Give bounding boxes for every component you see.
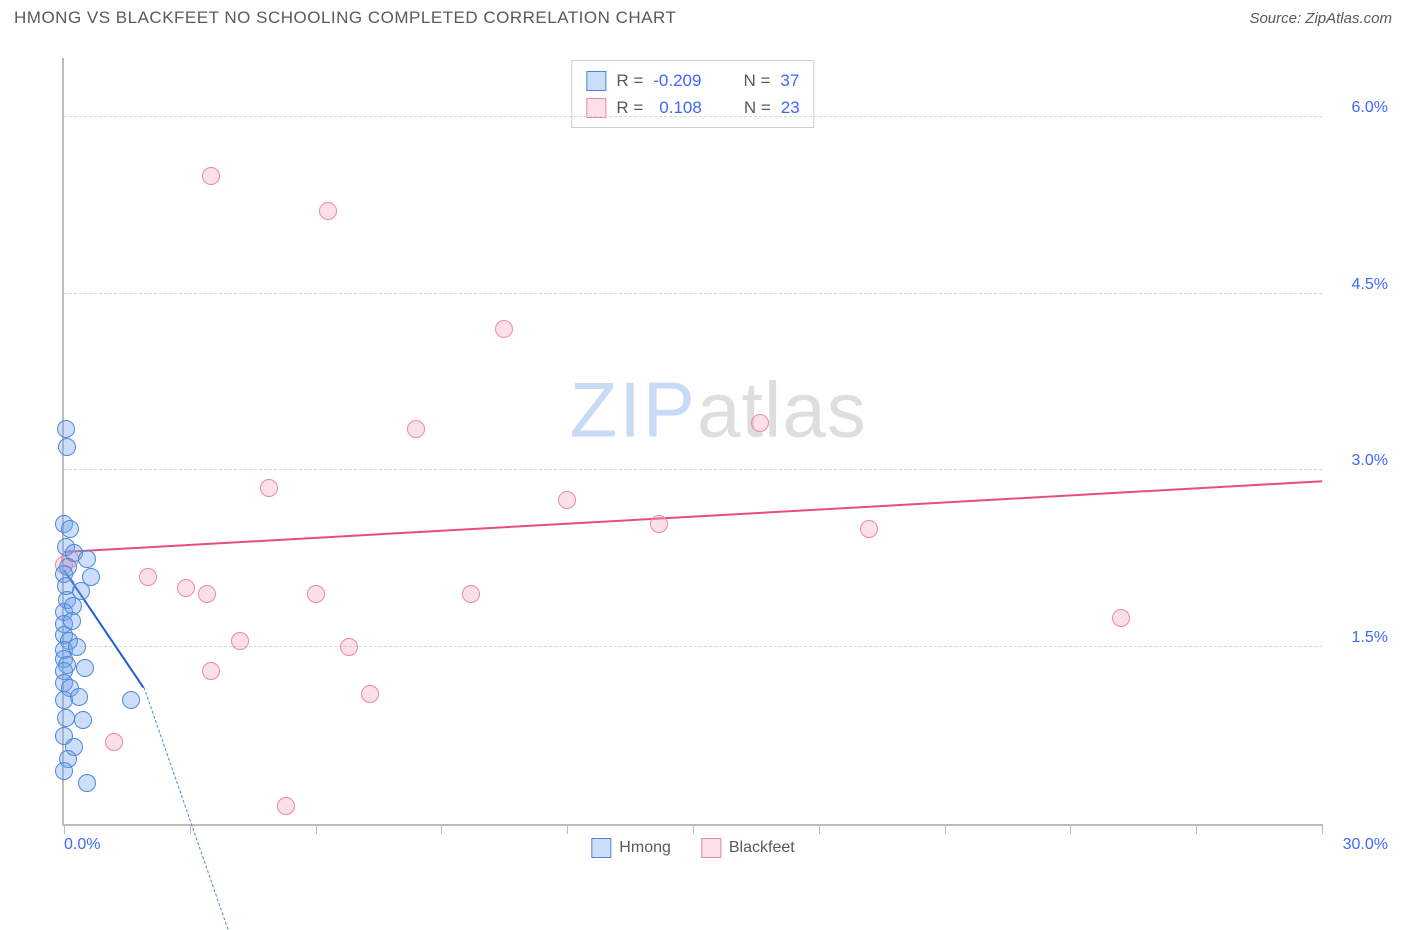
data-point [307, 585, 325, 603]
gridline [64, 293, 1322, 294]
data-point [139, 568, 157, 586]
data-point [340, 638, 358, 656]
data-point [74, 711, 92, 729]
hmong-r-value: -0.209 [653, 67, 701, 94]
trend-line [143, 688, 228, 930]
chart-header: HMONG VS BLACKFEET NO SCHOOLING COMPLETE… [0, 0, 1406, 34]
stats-row-blackfeet: R = 0.108 N = 23 [586, 94, 799, 121]
data-point [57, 709, 75, 727]
x-tick [819, 824, 820, 834]
data-point [198, 585, 216, 603]
data-point [177, 579, 195, 597]
data-point [231, 632, 249, 650]
plot-region: ZIPatlas R = -0.209 N = 37 R = 0.108 N =… [62, 58, 1322, 826]
data-point [319, 202, 337, 220]
y-tick-label: 6.0% [1352, 99, 1388, 117]
trend-line [64, 480, 1322, 553]
data-point [558, 491, 576, 509]
gridline [64, 469, 1322, 470]
data-point [58, 438, 76, 456]
x-tick [1196, 824, 1197, 834]
hmong-swatch-icon [586, 71, 606, 91]
data-point [122, 691, 140, 709]
stats-legend-box: R = -0.209 N = 37 R = 0.108 N = 23 [571, 60, 814, 128]
bottom-legend: Hmong Blackfeet [591, 838, 794, 858]
legend-label-blackfeet: Blackfeet [729, 839, 795, 857]
data-point [61, 520, 79, 538]
stats-row-hmong: R = -0.209 N = 37 [586, 67, 799, 94]
data-point [202, 662, 220, 680]
x-tick [1322, 824, 1323, 834]
chart-title: HMONG VS BLACKFEET NO SCHOOLING COMPLETE… [14, 8, 676, 28]
data-point [650, 515, 668, 533]
data-point [57, 420, 75, 438]
data-point [407, 420, 425, 438]
data-point [78, 550, 96, 568]
legend-label-hmong: Hmong [619, 839, 671, 857]
hmong-n-value: 37 [780, 67, 799, 94]
y-tick-label: 1.5% [1352, 629, 1388, 647]
x-origin-tick-label: 0.0% [64, 836, 100, 854]
legend-item-blackfeet: Blackfeet [701, 838, 795, 858]
watermark-zip: ZIP [570, 366, 697, 454]
x-tick [64, 824, 65, 834]
blackfeet-r-value: 0.108 [659, 94, 702, 121]
x-tick [945, 824, 946, 834]
watermark-atlas: atlas [697, 366, 867, 454]
data-point [462, 585, 480, 603]
data-point [277, 797, 295, 815]
data-point [202, 167, 220, 185]
blackfeet-legend-swatch-icon [701, 838, 721, 858]
data-point [751, 414, 769, 432]
data-point [76, 659, 94, 677]
x-tick [693, 824, 694, 834]
data-point [78, 774, 96, 792]
x-max-tick-label: 30.0% [1343, 836, 1388, 854]
gridline [64, 646, 1322, 647]
chart-area: No Schooling Completed ZIPatlas R = -0.2… [14, 48, 1392, 878]
data-point [495, 320, 513, 338]
x-tick [441, 824, 442, 834]
data-point [361, 685, 379, 703]
gridline [64, 116, 1322, 117]
y-tick-label: 3.0% [1352, 452, 1388, 470]
x-tick [567, 824, 568, 834]
y-tick-label: 4.5% [1352, 276, 1388, 294]
x-tick [316, 824, 317, 834]
legend-item-hmong: Hmong [591, 838, 671, 858]
data-point [105, 733, 123, 751]
watermark: ZIPatlas [570, 365, 867, 456]
chart-source: Source: ZipAtlas.com [1249, 10, 1392, 27]
blackfeet-swatch-icon [586, 98, 606, 118]
data-point [55, 762, 73, 780]
hmong-legend-swatch-icon [591, 838, 611, 858]
data-point [1112, 609, 1130, 627]
data-point [260, 479, 278, 497]
data-point [860, 520, 878, 538]
blackfeet-n-value: 23 [781, 94, 800, 121]
data-point [70, 688, 88, 706]
x-tick [1070, 824, 1071, 834]
